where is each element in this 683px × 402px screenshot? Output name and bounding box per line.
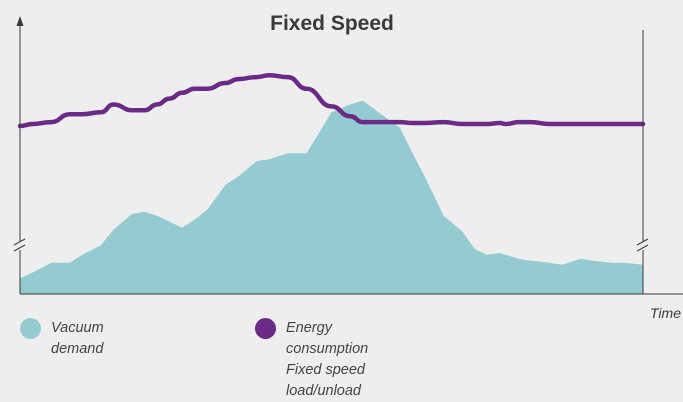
axis-break-right	[636, 238, 649, 252]
legend-item-energy-consumption: Energy consumption Fixed speed load/unlo…	[255, 318, 368, 402]
legend-label: Vacuum demand	[51, 320, 104, 357]
teal-dot-icon	[20, 318, 41, 339]
legend-label-line-1: Energy consumption	[286, 320, 369, 357]
series-line-energy-consumption	[17, 72, 646, 129]
x-axis-label: Time	[650, 305, 681, 321]
chart-title: Fixed Speed	[270, 12, 394, 35]
chart-canvas: Fixed Speed Time	[13, 12, 683, 321]
purple-dot-icon	[255, 318, 276, 339]
y-axis-arrow	[16, 16, 24, 26]
axis-break-left	[13, 238, 26, 252]
legend-label-line-2: Fixed speed load/unload	[286, 362, 365, 399]
legend-item-vacuum-demand: Vacuum demand	[20, 318, 104, 360]
series-area-vacuum-demand	[20, 100, 643, 294]
